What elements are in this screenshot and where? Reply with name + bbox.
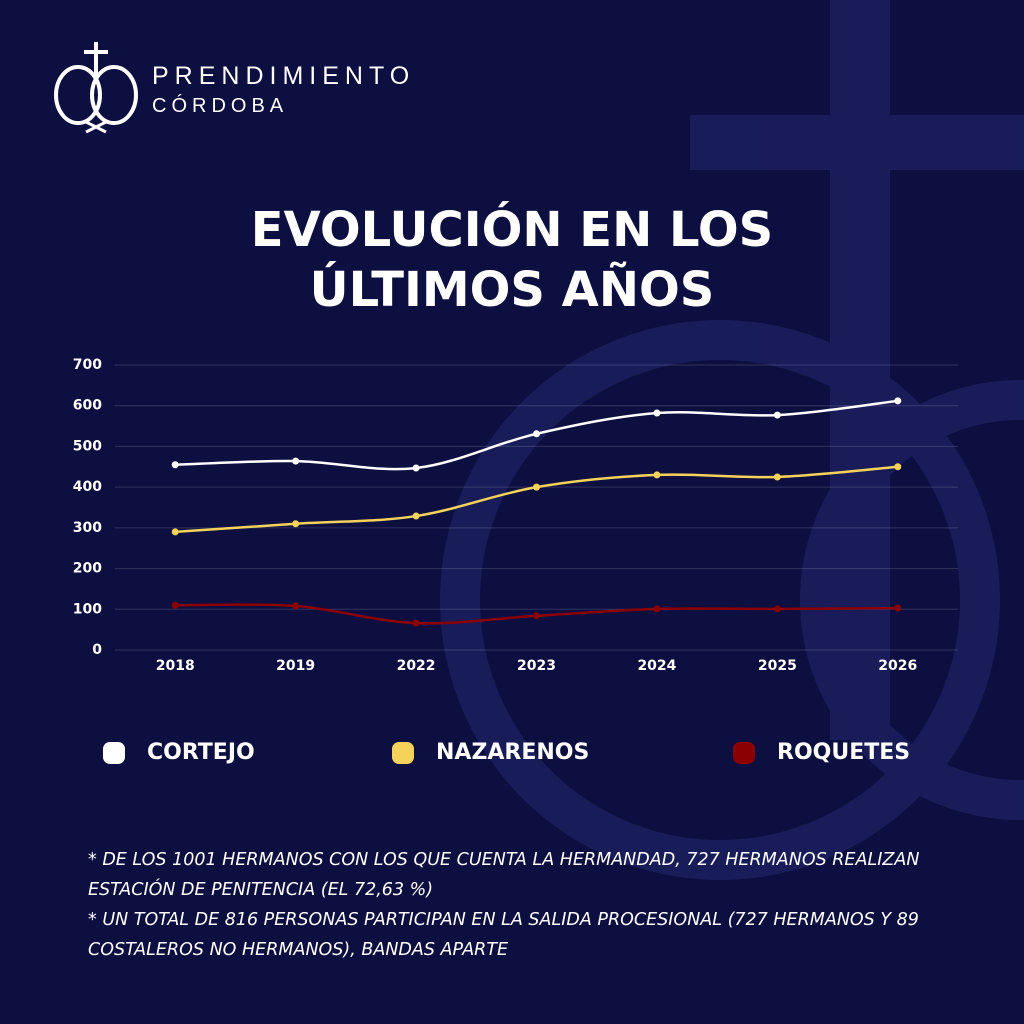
data-point xyxy=(533,612,540,620)
data-point xyxy=(653,605,661,613)
brand-name: PRENDIMIENTO xyxy=(152,62,416,90)
x-tick-label: 2023 xyxy=(517,658,556,674)
legend-label: NAZARENOS xyxy=(436,740,590,765)
data-point xyxy=(412,512,420,520)
data-point xyxy=(171,528,179,536)
legend-item: CORTEJO xyxy=(103,740,255,765)
legend-swatch xyxy=(392,741,414,764)
y-tick-label: 0 xyxy=(92,642,102,658)
data-point xyxy=(171,601,179,609)
data-point xyxy=(171,461,179,469)
legend: CORTEJO NAZARENOS ROQUETES xyxy=(0,740,1024,784)
data-point xyxy=(773,411,781,419)
y-tick-label: 200 xyxy=(73,561,102,577)
data-point xyxy=(533,483,540,491)
y-tick-label: 300 xyxy=(73,520,102,536)
logo xyxy=(54,42,138,134)
x-tick-label: 2024 xyxy=(637,658,676,674)
brand-city: CÓRDOBA xyxy=(152,95,289,117)
brand: PRENDIMIENTO CÓRDOBA xyxy=(152,62,415,118)
legend-item: ROQUETES xyxy=(733,740,910,765)
legend-swatch xyxy=(733,741,755,764)
y-tick-label: 600 xyxy=(73,398,102,414)
y-tick-label: 100 xyxy=(73,601,102,617)
data-point xyxy=(292,457,300,465)
x-tick-label: 2019 xyxy=(276,658,315,674)
footnote: * DE LOS 1001 HERMANOS CON LOS QUE CUENT… xyxy=(88,850,920,900)
x-tick-label: 2018 xyxy=(156,658,195,674)
legend-label: CORTEJO xyxy=(147,740,255,765)
data-point xyxy=(653,471,661,479)
x-tick-label: 2022 xyxy=(397,658,436,674)
legend-item: NAZARENOS xyxy=(392,740,589,765)
footnote: * UN TOTAL DE 816 PERSONAS PARTICIPAN EN… xyxy=(88,910,919,960)
y-tick-label: 500 xyxy=(73,438,102,454)
chart-title: EVOLUCIÓN EN LOS ÚLTIMOS AÑOS xyxy=(250,202,774,318)
data-point xyxy=(773,605,781,613)
data-point xyxy=(412,464,420,472)
y-tick-label: 700 xyxy=(73,357,102,373)
notes: * DE LOS 1001 HERMANOS CON LOS QUE CUENT… xyxy=(88,845,988,965)
x-tick-label: 2025 xyxy=(758,658,797,674)
data-point xyxy=(894,463,902,471)
data-point xyxy=(894,397,902,405)
data-point xyxy=(292,520,300,528)
chart: 0 100 200 300 400 500 600 700 2018 2019 2022 2023 20… xyxy=(73,357,958,674)
x-tick-label: 2026 xyxy=(878,658,917,674)
data-point xyxy=(773,473,781,481)
legend-label: ROQUETES xyxy=(777,740,911,765)
y-tick-label: 400 xyxy=(73,479,102,495)
data-point xyxy=(653,409,661,417)
series-line xyxy=(175,465,898,534)
data-point xyxy=(894,604,902,612)
data-point xyxy=(292,602,300,610)
data-point xyxy=(533,430,540,438)
data-point xyxy=(412,619,420,627)
legend-swatch xyxy=(103,741,125,764)
